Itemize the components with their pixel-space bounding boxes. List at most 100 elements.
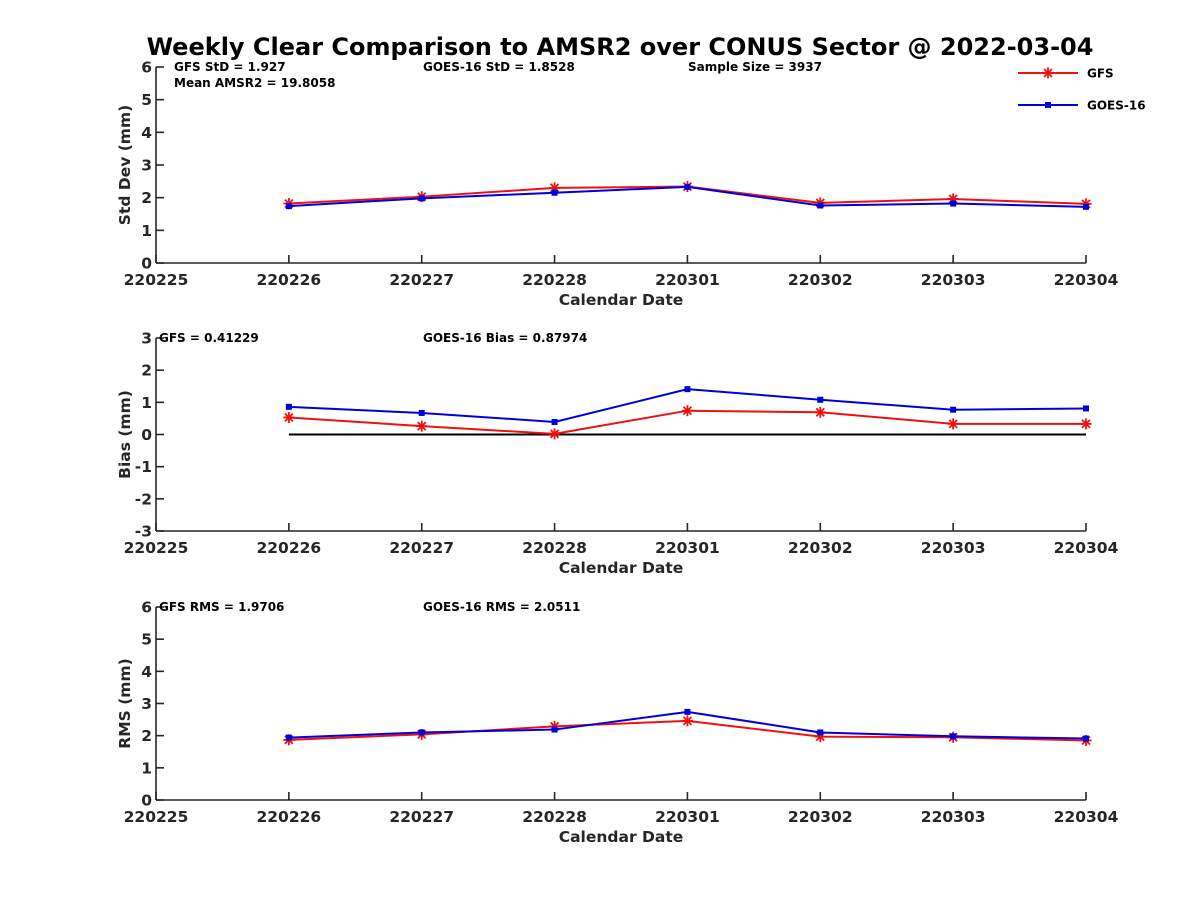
x-tick-label: 220304: [1054, 808, 1119, 826]
figure-title: Weekly Clear Comparison to AMSR2 over CO…: [147, 33, 1094, 61]
data-point: [418, 729, 425, 736]
y-tick-label: 4: [141, 124, 152, 142]
panel-stddev: 0 1 2 3 4 5 6 220225 220226 220227 220228 220301 220…: [116, 59, 1119, 310]
x-tick-label: 220227: [389, 808, 454, 826]
x-tick-label: 220304: [1054, 539, 1119, 557]
data-point: [950, 733, 957, 740]
data-point: [684, 708, 691, 715]
x-tick-label: 220303: [921, 808, 986, 826]
series-goes-16: [285, 183, 1089, 210]
x-tick-label: 220227: [389, 539, 454, 557]
y-tick-label: 0: [141, 792, 152, 810]
legend-item-goes-16: GOES-16: [1018, 99, 1146, 113]
data-point: [1083, 405, 1089, 412]
data-point: [1083, 203, 1089, 210]
x-tick-label: 220225: [124, 808, 189, 826]
y-tick-label: 1: [141, 222, 152, 240]
y-tick-label: 6: [141, 599, 152, 617]
series-gfs: [283, 405, 1092, 440]
y-tick-label: 2: [141, 189, 152, 207]
data-point: [950, 406, 957, 413]
y-tick-label: 5: [141, 631, 152, 649]
stat-annotation: GFS RMS = 1.9706: [159, 600, 284, 614]
x-tick-label: 220303: [921, 271, 986, 289]
stat-annotation: GOES-16 Bias = 0.87974: [423, 331, 587, 345]
x-tick-label: 220225: [124, 539, 189, 557]
y-axis-title: RMS (mm): [116, 658, 134, 748]
y-tick-label: 3: [141, 330, 152, 348]
x-tick-label: 220228: [522, 271, 587, 289]
legend-label: GOES-16: [1087, 99, 1146, 113]
y-tick-label: 3: [141, 157, 152, 175]
x-tick-label: 220227: [389, 271, 454, 289]
y-tick-label: 0: [141, 426, 152, 444]
legend-item-gfs: GFS: [1018, 67, 1114, 81]
x-tick-label: 220225: [124, 271, 189, 289]
panel-rms: 0 1 2 3 4 5 6 220225 220226 220227 220228 220301 220…: [116, 599, 1119, 847]
y-tick-label: -1: [135, 458, 152, 476]
x-axis-title: Calendar Date: [559, 828, 684, 846]
stat-annotation: GOES-16 RMS = 2.0511: [423, 600, 580, 614]
x-tick-label: 220226: [256, 539, 321, 557]
panel-bias: -3 -2 -1 0 1 2 3 220225 220226 220227 220228 220301…: [116, 330, 1119, 578]
y-tick-label: -2: [135, 490, 152, 508]
chart-panels: 0 1 2 3 4 5 6 220225 220226 220227 220228 220301 220…: [116, 59, 1119, 847]
data-point: [947, 418, 959, 430]
stat-annotation: GOES-16 StD = 1.8528: [423, 60, 575, 74]
data-point: [285, 403, 292, 410]
data-point: [681, 715, 693, 727]
x-tick-label: 220303: [921, 539, 986, 557]
legend: GFS GOES-16: [1018, 67, 1146, 113]
data-point: [551, 726, 558, 733]
stat-annotation: GFS StD = 1.927: [174, 60, 286, 74]
stat-annotation: Mean AMSR2 = 19.8058: [174, 76, 335, 90]
y-axis-title: Bias (mm): [116, 390, 134, 479]
data-point: [551, 189, 558, 196]
stat-annotation: Sample Size = 3937: [688, 60, 822, 74]
y-axis-title: Std Dev (mm): [116, 105, 134, 225]
x-tick-label: 220228: [522, 539, 587, 557]
series-goes-16: [285, 708, 1089, 742]
x-axis-title: Calendar Date: [559, 291, 684, 309]
x-axis-title: Calendar Date: [559, 559, 684, 577]
legend-label: GFS: [1087, 67, 1114, 81]
x-tick-label: 220302: [788, 271, 853, 289]
series-goes-16: [285, 386, 1089, 425]
y-tick-label: 3: [141, 695, 152, 713]
x-tick-label: 220304: [1054, 271, 1119, 289]
y-tick-label: 2: [141, 727, 152, 745]
y-tick-label: 0: [141, 255, 152, 273]
x-tick-label: 220228: [522, 808, 587, 826]
data-point: [418, 409, 425, 416]
data-point: [817, 729, 824, 736]
legend-marker: [1045, 102, 1051, 108]
x-tick-label: 220301: [655, 808, 720, 826]
data-point: [1080, 418, 1092, 430]
x-tick-label: 220301: [655, 539, 720, 557]
y-tick-label: 1: [141, 394, 152, 412]
data-point: [684, 183, 691, 190]
data-point: [416, 420, 428, 432]
data-point: [684, 386, 691, 393]
data-point: [283, 411, 295, 423]
legend-marker: [1042, 67, 1054, 79]
x-tick-label: 220226: [256, 271, 321, 289]
y-tick-label: 5: [141, 91, 152, 109]
y-tick-label: -3: [135, 523, 152, 541]
data-point: [551, 418, 558, 425]
data-point: [950, 200, 957, 207]
y-tick-label: 4: [141, 663, 152, 681]
data-point: [814, 406, 826, 418]
y-tick-label: 1: [141, 759, 152, 777]
x-tick-label: 220226: [256, 808, 321, 826]
data-point: [285, 203, 292, 210]
x-tick-label: 220302: [788, 539, 853, 557]
stat-annotation: GFS = 0.41229: [159, 331, 259, 345]
y-tick-label: 6: [141, 59, 152, 77]
x-tick-label: 220301: [655, 271, 720, 289]
data-point: [285, 734, 292, 741]
x-tick-label: 220302: [788, 808, 853, 826]
data-point: [549, 428, 561, 440]
